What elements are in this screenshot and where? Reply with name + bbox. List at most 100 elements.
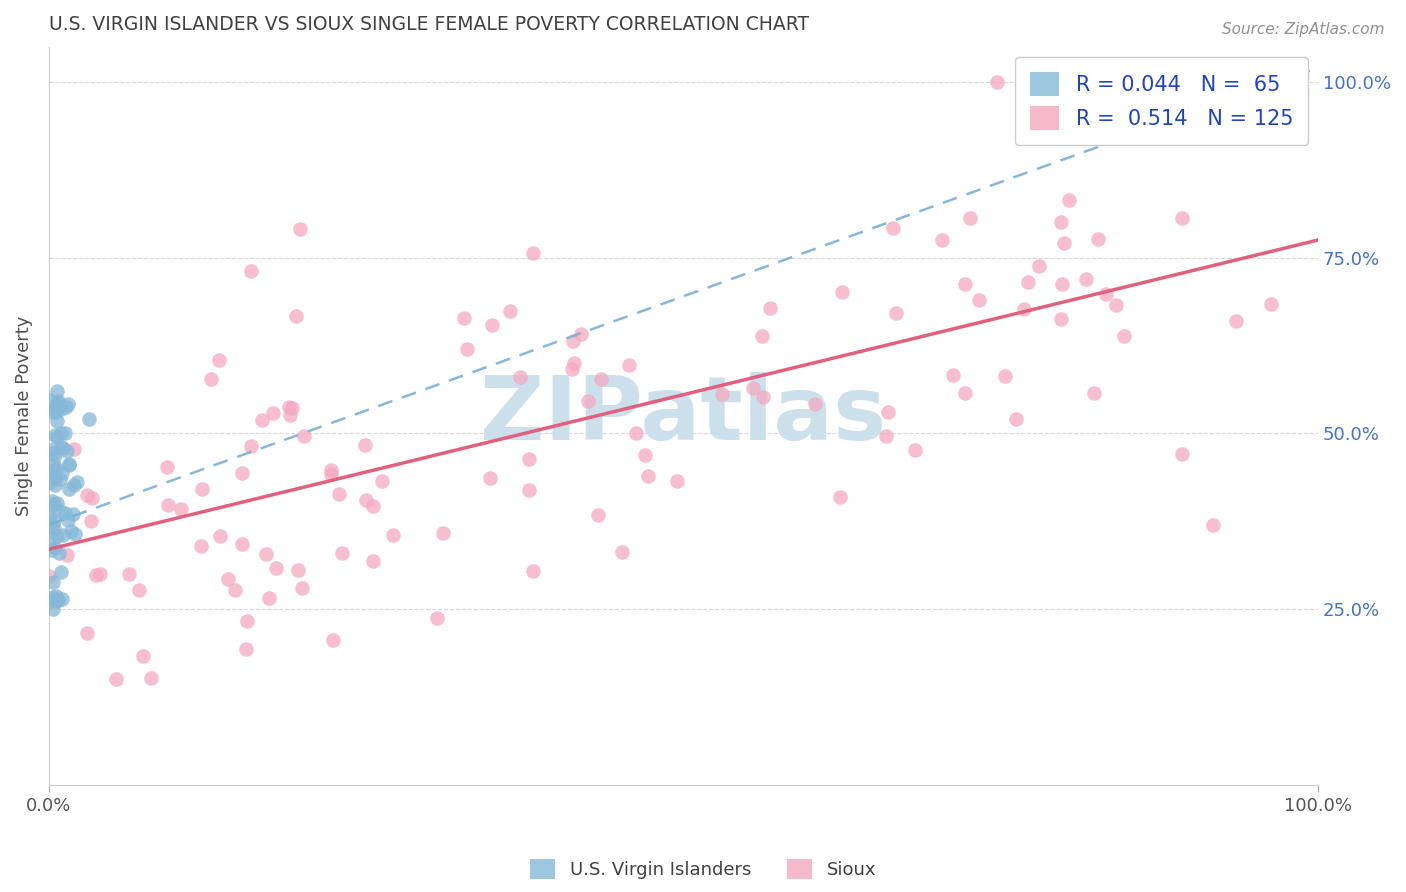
Point xyxy=(1171,447,1194,461)
Point xyxy=(41,458,63,473)
Point xyxy=(52,441,75,455)
Point xyxy=(45,405,67,419)
Point xyxy=(45,430,67,444)
Point xyxy=(1171,211,1194,226)
Point xyxy=(44,428,66,442)
Point xyxy=(589,372,612,386)
Point xyxy=(239,439,262,453)
Point xyxy=(562,356,585,370)
Point xyxy=(118,567,141,582)
Point xyxy=(46,394,69,409)
Point xyxy=(39,475,62,489)
Point xyxy=(1050,277,1073,291)
Point xyxy=(53,506,76,520)
Point xyxy=(280,401,302,416)
Point xyxy=(38,569,60,583)
Point xyxy=(231,466,253,480)
Point xyxy=(231,537,253,551)
Point xyxy=(139,672,162,686)
Point xyxy=(51,592,73,607)
Point xyxy=(522,564,544,578)
Point xyxy=(42,521,65,535)
Point xyxy=(49,402,72,417)
Point xyxy=(132,648,155,663)
Point xyxy=(291,581,314,595)
Point xyxy=(509,369,531,384)
Point xyxy=(38,593,60,607)
Point xyxy=(53,425,76,440)
Point xyxy=(986,75,1008,89)
Point xyxy=(48,546,70,560)
Point xyxy=(45,398,67,412)
Point xyxy=(1260,297,1282,311)
Point xyxy=(44,496,66,510)
Point xyxy=(170,502,193,516)
Point xyxy=(1005,412,1028,426)
Y-axis label: Single Female Poverty: Single Female Poverty xyxy=(15,316,32,516)
Point xyxy=(287,563,309,577)
Point xyxy=(742,381,765,395)
Text: U.S. VIRGIN ISLANDER VS SIOUX SINGLE FEMALE POVERTY CORRELATION CHART: U.S. VIRGIN ISLANDER VS SIOUX SINGLE FEM… xyxy=(49,15,808,34)
Point xyxy=(46,593,69,607)
Point xyxy=(285,309,308,323)
Point xyxy=(49,565,72,579)
Point xyxy=(264,561,287,575)
Point xyxy=(128,582,150,597)
Point xyxy=(278,400,301,414)
Point xyxy=(886,306,908,320)
Point xyxy=(292,429,315,443)
Point xyxy=(44,478,66,492)
Point xyxy=(80,514,103,528)
Point xyxy=(44,471,66,485)
Point xyxy=(58,513,80,527)
Point xyxy=(45,401,67,416)
Point xyxy=(55,443,77,458)
Point xyxy=(517,452,540,467)
Point xyxy=(561,361,583,376)
Point xyxy=(44,472,66,486)
Point xyxy=(76,487,98,501)
Point xyxy=(157,498,180,512)
Point xyxy=(278,408,301,422)
Point xyxy=(235,642,257,657)
Point xyxy=(382,527,405,541)
Point xyxy=(1105,298,1128,312)
Point xyxy=(44,589,66,603)
Point xyxy=(45,495,67,509)
Point xyxy=(44,458,66,472)
Point xyxy=(190,539,212,553)
Point xyxy=(42,470,65,484)
Point xyxy=(586,508,609,523)
Point xyxy=(1137,98,1160,112)
Point xyxy=(209,529,232,543)
Point xyxy=(478,470,501,484)
Point xyxy=(499,303,522,318)
Legend: U.S. Virgin Islanders, Sioux: U.S. Virgin Islanders, Sioux xyxy=(523,851,883,887)
Point xyxy=(1028,260,1050,274)
Point xyxy=(42,575,65,590)
Point xyxy=(967,293,990,307)
Point xyxy=(41,601,63,615)
Point xyxy=(328,487,350,501)
Point xyxy=(319,463,342,477)
Point xyxy=(1083,386,1105,401)
Point xyxy=(39,393,62,408)
Point xyxy=(62,508,84,522)
Point xyxy=(44,541,66,555)
Point xyxy=(752,390,775,404)
Point xyxy=(200,372,222,386)
Point xyxy=(44,448,66,462)
Point xyxy=(710,387,733,401)
Point xyxy=(51,466,73,480)
Point xyxy=(45,462,67,476)
Point xyxy=(370,474,392,488)
Point xyxy=(1076,272,1098,286)
Point xyxy=(931,233,953,247)
Legend: R = 0.044   N =  65, R =  0.514   N = 125: R = 0.044 N = 65, R = 0.514 N = 125 xyxy=(1015,57,1308,145)
Point xyxy=(63,442,86,457)
Point xyxy=(55,400,77,414)
Text: Source: ZipAtlas.com: Source: ZipAtlas.com xyxy=(1222,22,1385,37)
Point xyxy=(39,515,62,529)
Point xyxy=(156,459,179,474)
Point xyxy=(191,482,214,496)
